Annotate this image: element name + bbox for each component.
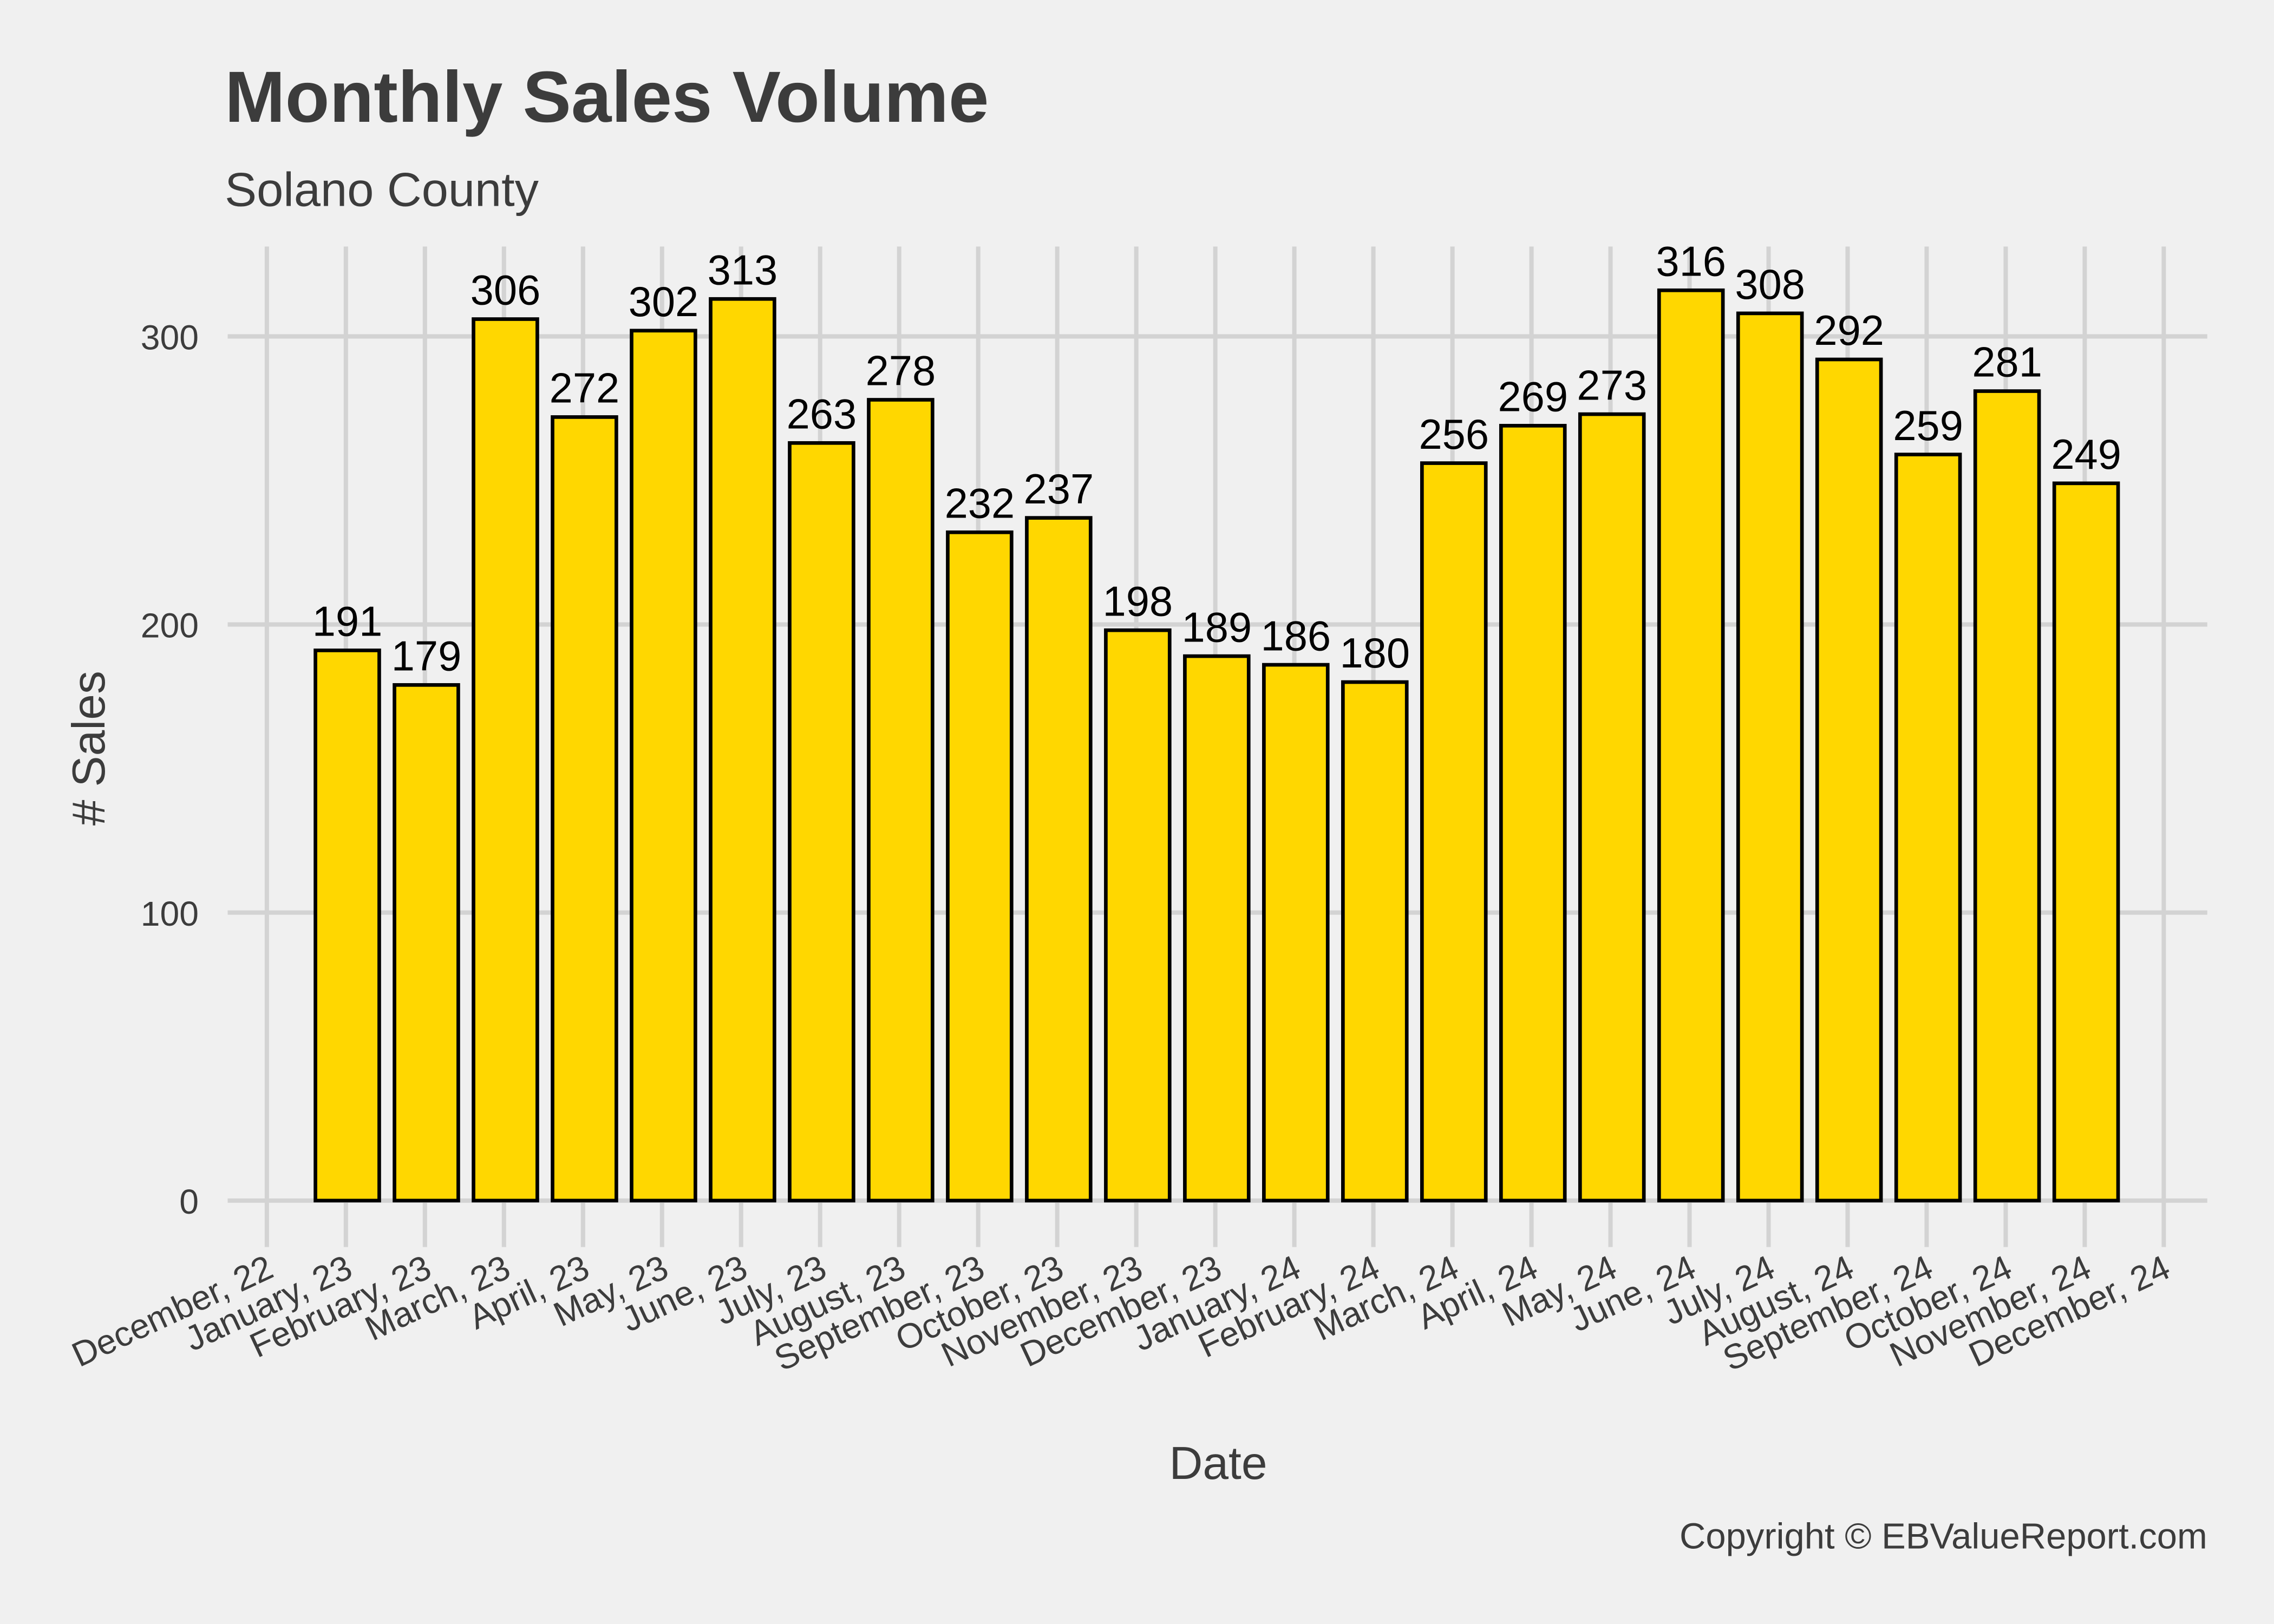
bar-value-label: 272 bbox=[550, 365, 620, 412]
bar bbox=[946, 530, 1014, 1203]
bar bbox=[1578, 412, 1646, 1203]
bar-value-label: 198 bbox=[1103, 578, 1173, 625]
bar bbox=[1973, 389, 2041, 1203]
bar bbox=[472, 317, 539, 1203]
bar-value-label: 273 bbox=[1577, 362, 1647, 409]
y-axis-title: # Sales bbox=[63, 671, 115, 826]
bar-value-label: 292 bbox=[1814, 307, 1884, 354]
bar-value-label: 189 bbox=[1182, 604, 1252, 651]
bar-value-label: 186 bbox=[1261, 613, 1331, 659]
bar bbox=[1262, 663, 1330, 1203]
bar bbox=[2052, 481, 2120, 1203]
bar-value-label: 308 bbox=[1735, 261, 1805, 308]
bar-value-label: 263 bbox=[787, 391, 857, 438]
bar bbox=[1420, 461, 1488, 1203]
bar bbox=[867, 398, 935, 1203]
bar bbox=[1025, 516, 1093, 1203]
y-tick-label: 200 bbox=[141, 606, 199, 645]
y-tick-label: 0 bbox=[179, 1182, 199, 1221]
bar-value-label: 306 bbox=[471, 267, 541, 314]
bar-value-label: 302 bbox=[629, 279, 699, 325]
y-tick-label: 300 bbox=[141, 318, 199, 357]
bar bbox=[393, 683, 460, 1203]
bar bbox=[551, 415, 618, 1203]
bar bbox=[1104, 628, 1172, 1203]
bar-value-label: 256 bbox=[1419, 411, 1489, 458]
bar-value-label: 259 bbox=[1893, 403, 1963, 449]
bar bbox=[1736, 311, 1804, 1203]
bar-value-label: 313 bbox=[708, 247, 778, 293]
bar-value-label: 269 bbox=[1498, 374, 1568, 421]
chart-subtitle: Solano County bbox=[225, 162, 539, 216]
chart-title: Monthly Sales Volume bbox=[225, 57, 989, 137]
bar bbox=[788, 441, 855, 1203]
bar-value-label: 179 bbox=[391, 633, 462, 680]
bar-value-label: 278 bbox=[866, 348, 936, 395]
bar-value-label: 316 bbox=[1656, 238, 1726, 285]
bar-value-label: 180 bbox=[1339, 630, 1410, 677]
bar-value-label: 191 bbox=[312, 599, 383, 645]
bar bbox=[1499, 424, 1567, 1203]
bar-value-label: 237 bbox=[1024, 466, 1094, 513]
x-axis-title: Date bbox=[1169, 1437, 1267, 1489]
bar bbox=[1341, 680, 1409, 1203]
y-tick-label: 100 bbox=[141, 894, 199, 933]
bar-value-label: 232 bbox=[945, 480, 1015, 527]
bars bbox=[313, 288, 2120, 1203]
copyright-caption: Copyright © EBValueReport.com bbox=[1680, 1516, 2207, 1557]
bar-value-label: 281 bbox=[1972, 339, 2042, 386]
bar bbox=[1894, 453, 1962, 1203]
y-axis-ticks: 0 100 200 300 bbox=[141, 318, 199, 1221]
bar bbox=[1657, 288, 1725, 1203]
bar bbox=[709, 297, 776, 1203]
bar bbox=[1815, 357, 1883, 1203]
bar bbox=[1183, 654, 1251, 1203]
bar bbox=[630, 329, 697, 1203]
bar-value-label: 249 bbox=[2051, 431, 2121, 478]
bar bbox=[313, 649, 381, 1203]
